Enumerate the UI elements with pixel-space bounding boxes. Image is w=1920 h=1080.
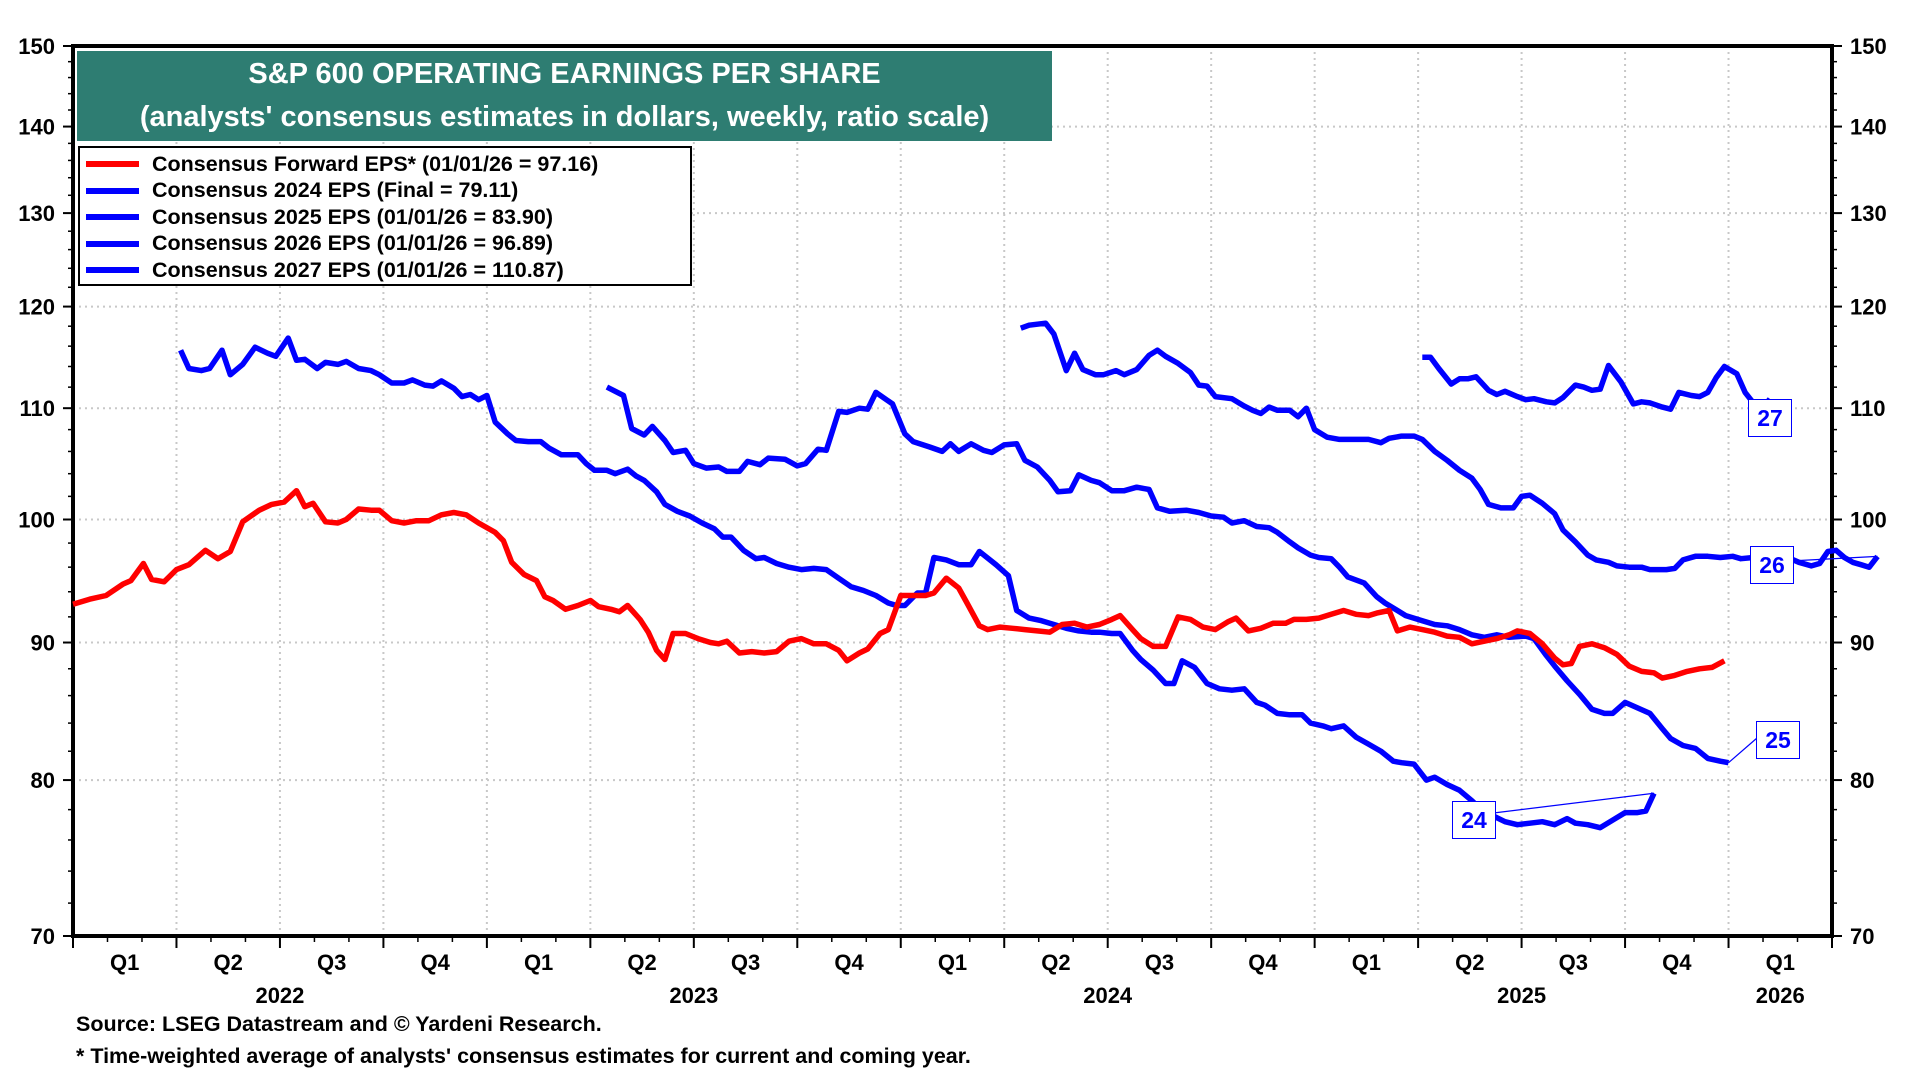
legend-label: Consensus 2026 EPS (01/01/26 = 96.89) (152, 231, 553, 256)
x-quarter-label: Q3 (1145, 950, 1174, 975)
x-quarter-label: Q2 (1455, 950, 1484, 975)
y-tick-label-left: 90 (31, 631, 55, 656)
y-tick-label-right: 120 (1850, 295, 1887, 320)
y-tick-label-left: 120 (18, 295, 55, 320)
legend-swatch-2024 (86, 187, 139, 194)
end-label-leader-25 (1728, 737, 1758, 764)
end-label-2025: 25 (1756, 721, 1800, 759)
x-quarter-label: Q1 (110, 950, 139, 975)
y-tick-label-right: 100 (1850, 507, 1887, 532)
y-tick-label-left: 110 (20, 396, 56, 421)
x-quarter-label: Q1 (938, 950, 967, 975)
y-tick-label-left: 150 (18, 34, 55, 59)
end-label-2027: 27 (1748, 399, 1792, 437)
x-year-label: 2023 (669, 983, 718, 1008)
y-tick-label-right: 80 (1850, 768, 1874, 793)
legend-label: Consensus 2024 EPS (Final = 79.11) (152, 178, 519, 203)
y-tick-label-left: 100 (18, 507, 55, 532)
end-label-2024: 24 (1452, 801, 1496, 839)
x-year-label: 2026 (1756, 983, 1805, 1008)
x-quarter-label: Q2 (1041, 950, 1070, 975)
chart-title-banner: S&P 600 OPERATING EARNINGS PER SHARE (an… (77, 51, 1052, 141)
legend-swatch-2025 (86, 214, 139, 221)
x-quarter-label: Q1 (1352, 950, 1381, 975)
legend-item-2027: Consensus 2027 EPS (01/01/26 = 110.87) (86, 257, 690, 284)
x-quarter-label: Q2 (214, 950, 243, 975)
legend-swatch-2027 (86, 267, 139, 274)
series-2026-eps (1019, 320, 1880, 573)
y-tick-label-right: 90 (1850, 631, 1874, 656)
y-tick-label-right: 140 (1850, 115, 1887, 140)
x-quarter-label: Q4 (1662, 950, 1692, 975)
series-forward-eps (72, 487, 1726, 681)
legend-swatch-2026 (86, 240, 139, 247)
x-year-label: 2025 (1497, 983, 1546, 1008)
y-tick-label-right: 110 (1850, 396, 1886, 421)
x-quarter-label: Q3 (317, 950, 346, 975)
end-label-2026: 26 (1750, 546, 1794, 584)
y-tick-label-right: 150 (1850, 34, 1887, 59)
x-quarter-label: Q3 (1559, 950, 1588, 975)
legend-item-2026: Consensus 2026 EPS (01/01/26 = 96.89) (86, 231, 690, 258)
y-tick-label-left: 80 (31, 768, 55, 793)
x-year-label: 2024 (1083, 983, 1133, 1008)
y-tick-label-left: 130 (18, 201, 55, 226)
source-note: Source: LSEG Datastream and © Yardeni Re… (76, 1012, 602, 1036)
legend-label: Consensus 2027 EPS (01/01/26 = 110.87) (152, 257, 564, 282)
y-tick-label-right: 130 (1850, 201, 1887, 226)
footnote: * Time-weighted average of analysts' con… (76, 1044, 971, 1068)
x-quarter-label: Q4 (834, 950, 864, 975)
series-layer (72, 320, 1880, 831)
legend-label: Consensus 2025 EPS (01/01/26 = 83.90) (152, 204, 553, 229)
series-2025-eps (605, 384, 1729, 766)
end-label-leaders (1452, 398, 1878, 819)
series-2027-eps (1422, 354, 1773, 412)
x-quarter-label: Q4 (420, 950, 450, 975)
chart-title: S&P 600 OPERATING EARNINGS PER SHARE (248, 58, 881, 90)
legend-label: Consensus Forward EPS* (01/01/26 = 97.16… (152, 151, 599, 176)
legend: Consensus Forward EPS* (01/01/26 = 97.16… (78, 146, 692, 286)
legend-item-2025: Consensus 2025 EPS (01/01/26 = 83.90) (86, 204, 690, 231)
x-quarter-label: Q1 (1766, 950, 1795, 975)
x-quarter-label: Q1 (524, 950, 553, 975)
x-quarter-label: Q3 (731, 950, 760, 975)
legend-item-forward: Consensus Forward EPS* (01/01/26 = 97.16… (86, 151, 690, 178)
legend-swatch-forward (86, 161, 139, 168)
y-tick-label-left: 140 (18, 115, 55, 140)
x-year-label: 2022 (255, 983, 304, 1008)
series-2024-eps (178, 335, 1657, 831)
axes: 70 70 80 80 90 90 100 100 110 110 120 120 130 130 140 1… (18, 34, 1886, 1008)
x-quarter-label: Q4 (1248, 950, 1278, 975)
plot-frame (71, 44, 1834, 938)
y-tick-label-right: 70 (1850, 924, 1874, 949)
legend-item-2024: Consensus 2024 EPS (Final = 79.11) (86, 178, 690, 205)
chart-subtitle: (analysts' consensus estimates in dollar… (139, 101, 990, 133)
y-tick-label-left: 70 (31, 924, 55, 949)
x-quarter-label: Q2 (627, 950, 656, 975)
